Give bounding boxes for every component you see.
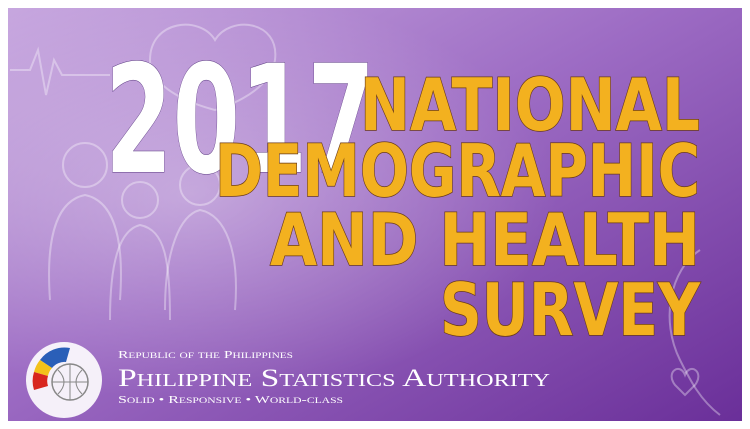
agency-logo (26, 342, 102, 418)
agency-tagline: Solid • Responsive • World-class (118, 394, 343, 406)
banner: 2017 NATIONAL DEMOGRAPHIC AND HEALTH SUR… (0, 0, 750, 429)
agency-country: Republic of the Philippines (118, 349, 293, 361)
title-line: SURVEY (440, 268, 701, 352)
agency-name: Philippine Statistics Authority (118, 365, 550, 392)
